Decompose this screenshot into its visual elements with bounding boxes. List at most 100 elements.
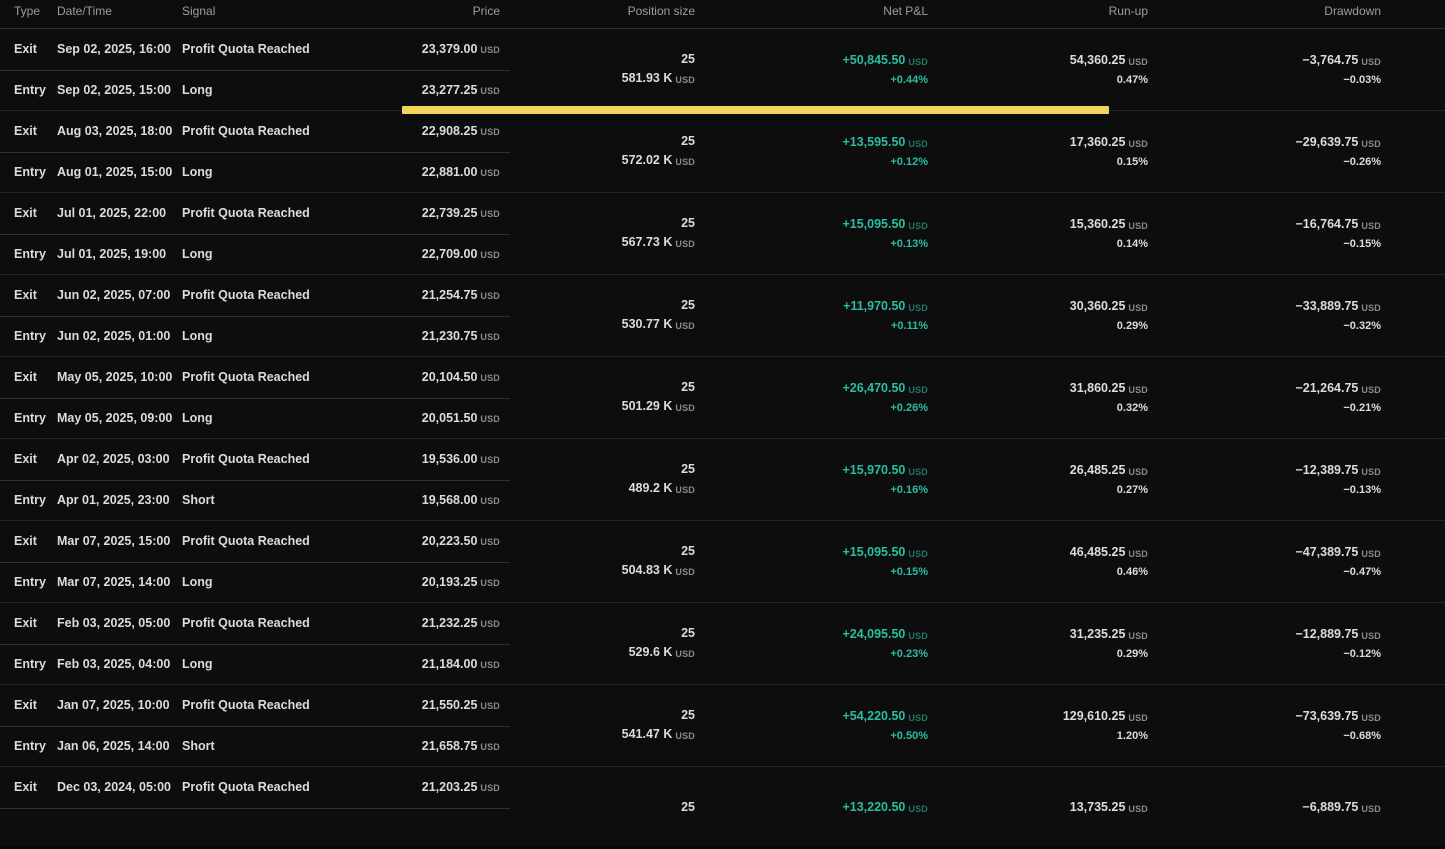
exit-datetime-cell: Feb 03, 2025, 05:00 — [57, 616, 171, 631]
drawdown-cell: −73,639.75 USD −0.68% — [1158, 685, 1391, 766]
currency-unit: USD — [1361, 466, 1381, 477]
exit-datetime-cell: Jul 01, 2025, 22:00 — [57, 206, 167, 221]
exit-type-cell: Exit — [14, 534, 37, 549]
net-pnl-cell-value-text: +15,970.50 — [842, 462, 906, 477]
runup-cell-percent: 0.32% — [1116, 401, 1148, 414]
drawdown-cell-value: −21,264.75 USD — [1158, 381, 1381, 397]
entry-type-cell: Entry — [14, 164, 46, 179]
trade-row-group[interactable]: Exit May 05, 2025, 10:00 Profit Quota Reac… — [0, 357, 1445, 439]
runup-cell-value-text: 129,610.25 — [1062, 708, 1126, 723]
runup-cell-value-text: 46,485.25 — [1069, 544, 1126, 559]
position-size-value-text: 489.2 K — [628, 481, 673, 495]
entry-price-cell: 20,193.25 USD — [402, 562, 510, 603]
price-value: 20,223.50 — [421, 534, 478, 549]
exit-type-cell: Exit — [14, 42, 37, 57]
runup-cell-value: 26,485.25 USD — [938, 463, 1148, 479]
runup-cell-value: 15,360.25 USD — [938, 217, 1148, 233]
col-header-runup[interactable]: Run-up — [1108, 4, 1148, 18]
trade-row-group[interactable]: Exit Jul 01, 2025, 22:00 Profit Quota Reac… — [0, 193, 1445, 275]
runup-cell: 26,485.25 USD 0.27% — [938, 439, 1158, 520]
selected-trade-highlight-bar — [402, 106, 1109, 114]
net-pnl-cell: +15,095.50 USD +0.15% — [705, 521, 938, 602]
net-pnl-cell-percent: +0.26% — [890, 401, 928, 414]
trade-row-group[interactable]: Exit Apr 02, 2025, 03:00 Profit Quota Reac… — [0, 439, 1445, 521]
price-value: 20,104.50 — [421, 370, 478, 385]
col-header-price[interactable]: Price — [472, 4, 500, 18]
exit-datetime-cell: Jan 07, 2025, 10:00 — [57, 698, 170, 713]
position-size-value-usd: 529.6 K USD — [510, 645, 695, 661]
currency-unit: USD — [1361, 302, 1381, 313]
net-pnl-cell-percent: +0.15% — [890, 565, 928, 578]
net-pnl-cell-value-text: +13,220.50 — [842, 799, 906, 814]
currency-unit: USD — [675, 485, 695, 495]
entry-price-cell: 22,881.00 USD — [402, 152, 510, 193]
drawdown-cell: −47,389.75 USD −0.47% — [1158, 521, 1391, 602]
net-pnl-cell-percent: +0.12% — [890, 155, 928, 168]
net-pnl-cell-value-text: +24,095.50 — [842, 626, 906, 641]
position-size-cell-value-text: 25 — [681, 800, 695, 814]
position-size-cell-value: 25 — [510, 380, 695, 395]
trade-row-group[interactable]: Exit Jun 02, 2025, 07:00 Profit Quota Reac… — [0, 275, 1445, 357]
position-size-cell: 25 489.2 K USD — [510, 439, 705, 520]
position-size-cell-value: 25 — [510, 708, 695, 723]
currency-unit: USD — [480, 45, 500, 56]
net-pnl-cell-value-text: +26,470.50 — [842, 380, 906, 395]
price-value: 19,536.00 — [421, 452, 478, 467]
entry-datetime-cell: Sep 02, 2025, 15:00 — [57, 82, 171, 97]
trade-row-group[interactable]: Exit Aug 03, 2025, 18:00 Profit Quota Reac… — [0, 111, 1445, 193]
position-size-value-usd: 504.83 K USD — [510, 563, 695, 579]
entry-type-cell: Entry — [14, 410, 46, 425]
position-size-value-usd: 501.29 K USD — [510, 399, 695, 415]
trade-row-group[interactable]: Exit Dec 03, 2024, 05:00 Profit Quota Reac… — [0, 767, 1445, 849]
currency-unit: USD — [480, 619, 500, 630]
currency-unit: USD — [908, 803, 928, 814]
exit-price-cell: 21,254.75 USD — [402, 275, 510, 316]
exit-type-cell: Exit — [14, 206, 37, 221]
position-size-cell-value: 25 — [510, 52, 695, 67]
currency-unit: USD — [1128, 56, 1148, 67]
col-header-drawdown[interactable]: Drawdown — [1324, 4, 1381, 18]
currency-unit: USD — [1361, 803, 1381, 814]
currency-unit: USD — [1128, 548, 1148, 559]
position-size-cell-value-text: 25 — [681, 134, 695, 148]
runup-cell-value-text: 54,360.25 — [1069, 52, 1126, 67]
col-header-net-pnl[interactable]: Net P&L — [883, 4, 928, 18]
net-pnl-cell-percent: +0.23% — [890, 647, 928, 660]
net-pnl-cell: +13,220.50 USD — [705, 767, 938, 848]
entry-type-cell: Entry — [14, 656, 46, 671]
runup-cell: 13,735.25 USD — [938, 767, 1158, 848]
position-size-value-text: 504.83 K — [621, 563, 673, 577]
trade-row-group[interactable]: Exit Sep 02, 2025, 16:00 Profit Quota Reac… — [0, 29, 1445, 114]
currency-unit: USD — [675, 403, 695, 413]
header-spacer — [1391, 4, 1445, 28]
drawdown-cell-percent: −0.12% — [1343, 647, 1381, 660]
position-size-value-usd: 567.73 K USD — [510, 235, 695, 251]
entry-type-cell: Entry — [14, 492, 46, 507]
col-header-datetime[interactable]: Date/Time — [57, 4, 112, 18]
net-pnl-cell-value: +13,595.50 USD — [705, 135, 928, 151]
col-header-signal[interactable]: Signal — [182, 4, 216, 18]
net-pnl-cell-value: +15,970.50 USD — [705, 463, 928, 479]
drawdown-cell-value: −16,764.75 USD — [1158, 217, 1381, 233]
drawdown-cell-value: −47,389.75 USD — [1158, 545, 1381, 561]
exit-signal-cell: Profit Quota Reached — [182, 206, 310, 221]
position-size-cell-value: 25 — [510, 800, 695, 815]
currency-unit: USD — [1128, 138, 1148, 149]
col-header-type[interactable]: Type — [14, 4, 41, 18]
trade-row-group[interactable]: Exit Mar 07, 2025, 15:00 Profit Quota Reac… — [0, 521, 1445, 603]
currency-unit: USD — [675, 239, 695, 249]
trade-row-group[interactable]: Exit Jan 07, 2025, 10:00 Profit Quota Reac… — [0, 685, 1445, 767]
runup-cell-value-text: 17,360.25 — [1069, 134, 1126, 149]
entry-datetime-cell: Mar 07, 2025, 14:00 — [57, 574, 171, 589]
entry-datetime-cell: Apr 01, 2025, 23:00 — [57, 492, 170, 507]
currency-unit: USD — [480, 455, 500, 466]
currency-unit: USD — [1128, 466, 1148, 477]
currency-unit: USD — [480, 249, 500, 260]
trade-row-group[interactable]: Exit Feb 03, 2025, 05:00 Profit Quota Reac… — [0, 603, 1445, 685]
entry-price-cell: 23,277.25 USD — [402, 70, 510, 111]
runup-cell: 30,360.25 USD 0.29% — [938, 275, 1158, 356]
net-pnl-cell-value: +54,220.50 USD — [705, 709, 928, 725]
exit-price-cell: 21,232.25 USD — [402, 603, 510, 644]
col-header-position-size[interactable]: Position size — [627, 4, 695, 18]
currency-unit: USD — [675, 157, 695, 167]
